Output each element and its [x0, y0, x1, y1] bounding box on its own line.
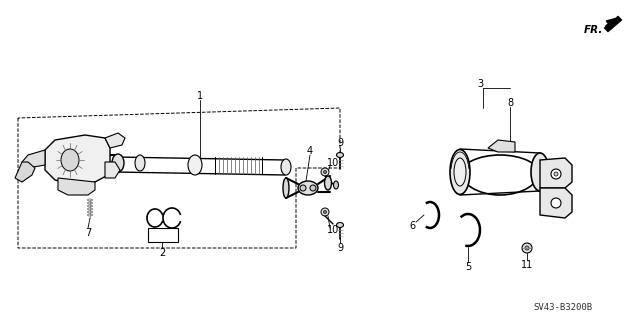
Ellipse shape: [298, 181, 318, 195]
Text: 10: 10: [327, 225, 339, 235]
Circle shape: [522, 243, 532, 253]
Ellipse shape: [61, 149, 79, 171]
Circle shape: [321, 208, 329, 216]
Polygon shape: [105, 133, 125, 148]
Ellipse shape: [300, 185, 306, 191]
Ellipse shape: [450, 150, 470, 195]
Polygon shape: [540, 158, 572, 188]
Ellipse shape: [112, 154, 124, 172]
Text: 3: 3: [477, 79, 483, 89]
Text: 7: 7: [85, 228, 91, 238]
Text: 2: 2: [159, 248, 165, 258]
Ellipse shape: [337, 222, 344, 227]
Circle shape: [551, 169, 561, 179]
Polygon shape: [105, 162, 120, 178]
Ellipse shape: [333, 181, 339, 189]
Text: 9: 9: [337, 243, 343, 253]
Text: 4: 4: [307, 146, 313, 156]
Text: SV43-B3200B: SV43-B3200B: [533, 303, 593, 313]
Polygon shape: [540, 188, 572, 218]
Circle shape: [551, 198, 561, 208]
Polygon shape: [22, 150, 45, 168]
Ellipse shape: [454, 158, 466, 186]
Ellipse shape: [324, 176, 332, 190]
Ellipse shape: [531, 153, 549, 191]
Text: FR.: FR.: [583, 25, 603, 35]
Ellipse shape: [135, 155, 145, 171]
Ellipse shape: [283, 178, 289, 198]
Circle shape: [525, 246, 529, 250]
Bar: [148, 228, 178, 242]
Ellipse shape: [188, 155, 202, 175]
Circle shape: [323, 170, 326, 174]
Polygon shape: [488, 140, 515, 152]
Ellipse shape: [310, 185, 316, 191]
Polygon shape: [604, 16, 622, 32]
Text: 6: 6: [409, 221, 415, 231]
Polygon shape: [58, 178, 95, 195]
Ellipse shape: [55, 141, 85, 179]
Text: 5: 5: [465, 262, 471, 272]
Circle shape: [321, 168, 329, 176]
Circle shape: [554, 172, 558, 176]
Text: 11: 11: [521, 260, 533, 270]
Text: 1: 1: [197, 91, 203, 101]
Text: 10: 10: [327, 158, 339, 168]
Polygon shape: [45, 135, 110, 185]
Ellipse shape: [337, 152, 344, 158]
Ellipse shape: [281, 159, 291, 175]
Polygon shape: [15, 162, 35, 182]
Circle shape: [323, 211, 326, 213]
Text: 8: 8: [507, 98, 513, 108]
Text: 9: 9: [337, 138, 343, 148]
